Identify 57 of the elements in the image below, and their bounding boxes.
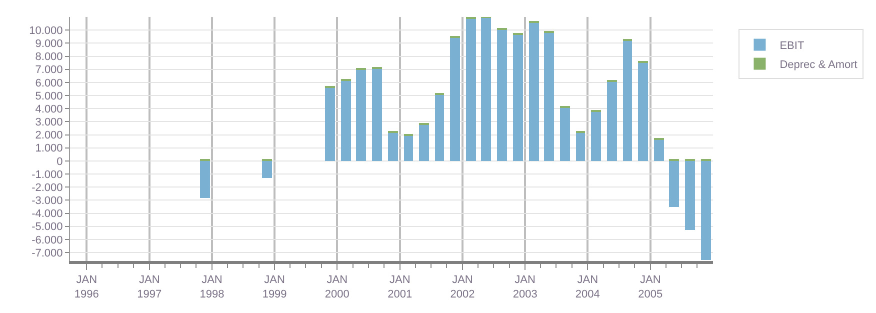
bar [544, 32, 554, 161]
bar [356, 70, 366, 161]
bar [404, 135, 413, 161]
x-tick-label: JAN 2001 [388, 274, 412, 300]
y-tick-label: -7.000 [32, 247, 63, 260]
bar [654, 139, 664, 161]
bar [607, 81, 617, 161]
bar [638, 63, 648, 161]
y-tick-label: 6.000 [35, 77, 63, 90]
x-tick-label: JAN 2005 [638, 274, 663, 300]
y-tick-label: 0 [56, 156, 63, 168]
bar [560, 107, 570, 161]
bar [513, 34, 523, 161]
y-tick-label: 5.000 [35, 90, 63, 102]
bar [262, 161, 272, 178]
y-tick-label: 10.000 [29, 24, 63, 37]
bar [388, 133, 398, 161]
bar [685, 161, 695, 230]
y-tick-label: 2.000 [35, 130, 63, 142]
x-tick-label: JAN 2002 [450, 274, 475, 300]
bar [576, 133, 585, 161]
bar [701, 161, 711, 260]
y-tick-label: 7.000 [35, 64, 63, 76]
legend-label: EBIT [780, 40, 804, 52]
bar [669, 161, 679, 207]
y-tick-label: 8.000 [35, 51, 63, 64]
y-tick-label: -3.000 [32, 195, 63, 208]
y-tick-label: -6.000 [32, 234, 63, 246]
legend-label: Deprec & Amort [780, 58, 858, 71]
x-tick-label: JAN 1998 [200, 274, 224, 300]
x-tick-label: JAN 2003 [512, 274, 538, 300]
bar [419, 125, 429, 161]
bar [450, 38, 460, 161]
bar [466, 19, 476, 161]
bar [325, 88, 335, 161]
y-tick-label: 1.000 [35, 142, 63, 155]
y-tick-label: 9.000 [35, 38, 63, 50]
y-tick-label: -4.000 [32, 208, 63, 220]
y-tick-label: 3.000 [35, 116, 63, 129]
bar [372, 68, 382, 161]
y-tick-label: 4.000 [35, 103, 63, 116]
bar [591, 112, 601, 161]
y-tick-label: -5.000 [32, 221, 63, 234]
y-tick-label: -1.000 [32, 168, 63, 181]
y-tick-label: -2.000 [32, 182, 63, 194]
bar [497, 29, 507, 161]
bar [200, 161, 210, 198]
x-tick-label: JAN 2000 [324, 274, 350, 300]
x-tick-label: JAN 1999 [262, 274, 287, 300]
bar [341, 80, 351, 161]
bar [623, 41, 632, 161]
x-tick-label: JAN 1997 [137, 274, 162, 300]
bar [481, 18, 491, 161]
x-tick-label: JAN 2004 [575, 274, 600, 300]
bar [435, 95, 444, 161]
x-tick-label: JAN 1996 [74, 274, 99, 300]
bar [529, 23, 539, 161]
